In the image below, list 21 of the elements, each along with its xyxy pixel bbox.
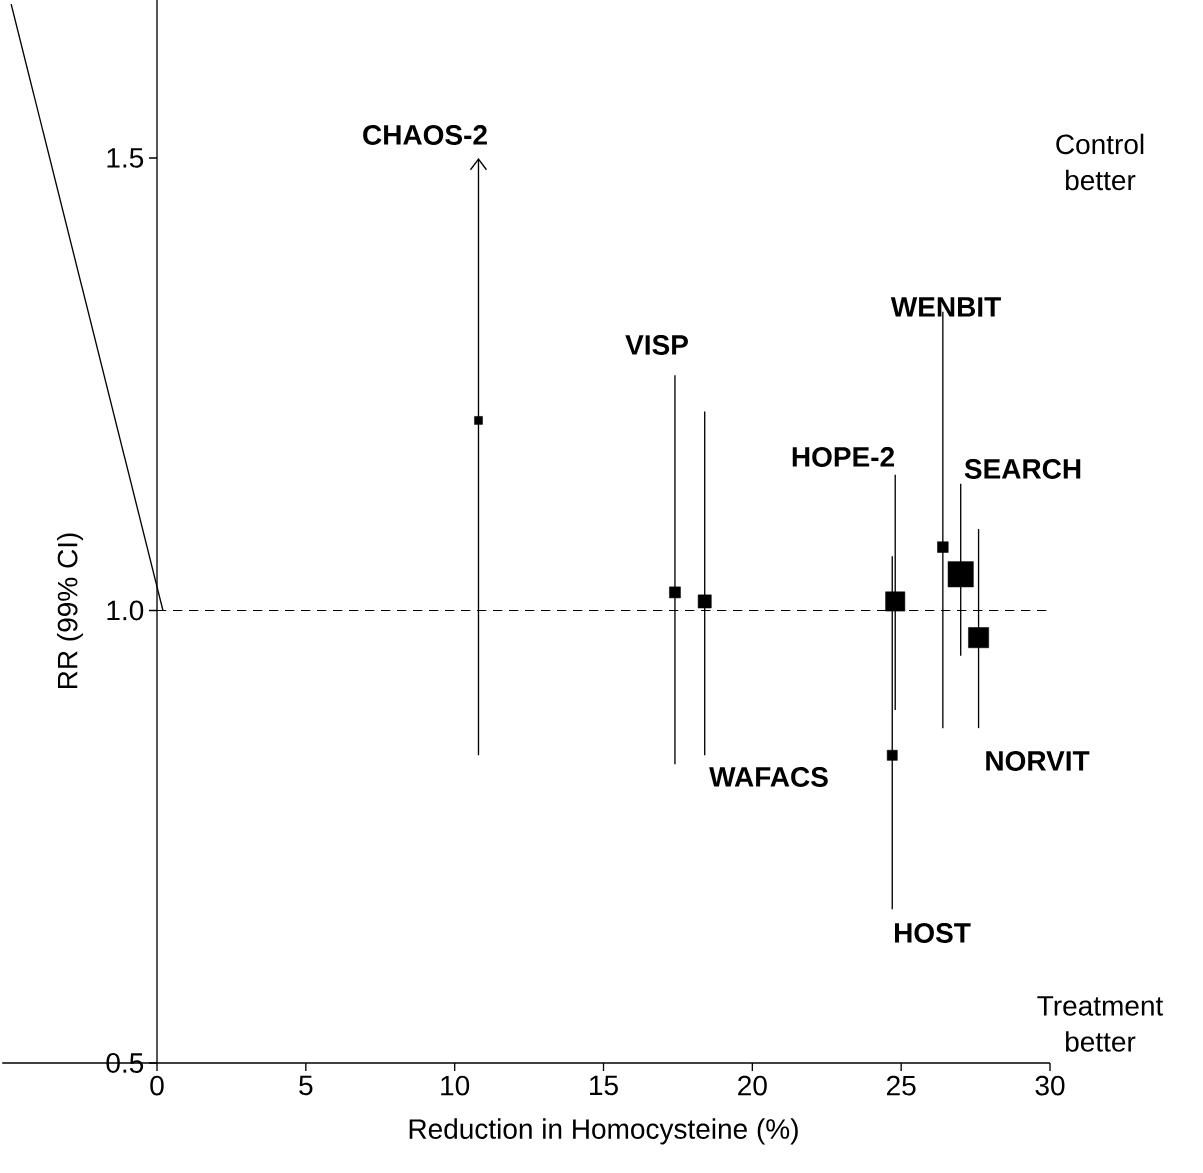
x-tick-label: 25 — [887, 1075, 916, 1096]
x-tick-label: 30 — [1035, 1075, 1065, 1096]
annotation: VISP — [625, 335, 688, 355]
annotation: WAFACS — [709, 767, 828, 787]
text: Control better — [1056, 133, 1144, 191]
y-axis-title: RR (99% CI) — [56, 533, 84, 689]
x-tick-label: 15 — [590, 1075, 618, 1096]
annotation: NORVIT — [986, 751, 1090, 771]
annotation: WENBIT — [890, 297, 1001, 317]
x-tick-label: 0 — [150, 1075, 164, 1096]
x-tick-label: 5 — [299, 1075, 313, 1096]
x-tick-label: 10 — [441, 1075, 470, 1096]
annotation: HOPE-2 — [792, 447, 895, 467]
annotation: CHAOS-2 — [363, 125, 487, 145]
y-tick-label: 1.0 — [107, 600, 144, 621]
x-tick-label: 20 — [738, 1075, 767, 1096]
annotation: SEARCH — [964, 459, 1081, 479]
x-axis-title: Reduction in Homocysteine (%) — [409, 1118, 798, 1145]
annotation: HOST — [895, 923, 971, 943]
annotation: Treatment better — [1037, 996, 1164, 1052]
y-tick-label: 1.5 — [107, 148, 144, 168]
